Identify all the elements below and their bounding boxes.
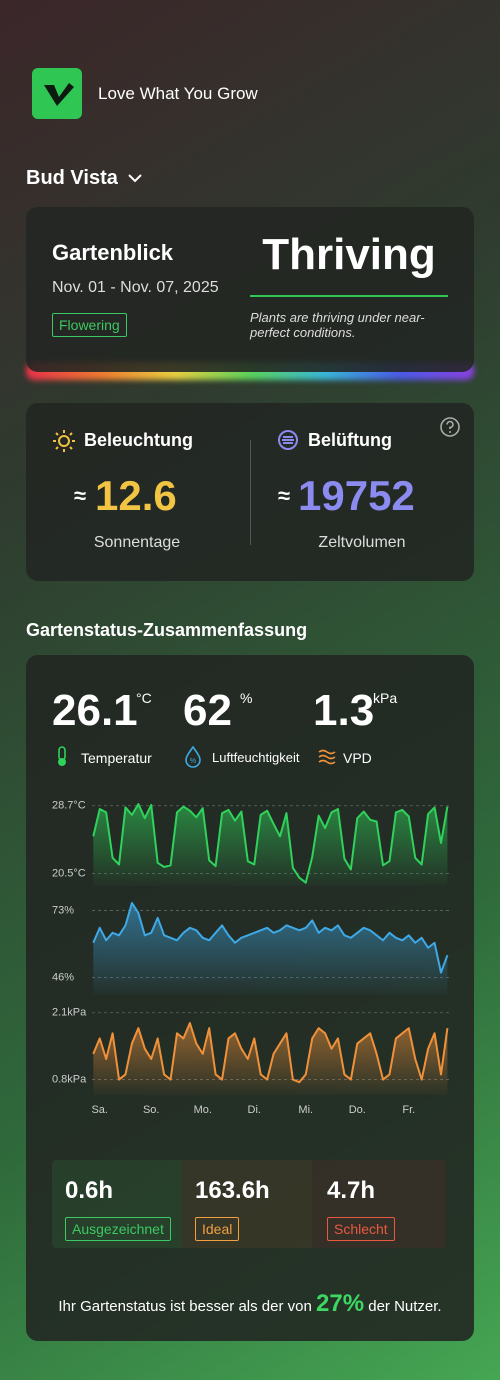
hours-ideal: 163.6h xyxy=(195,1177,270,1204)
vpd-value: 1.3 xyxy=(313,686,375,735)
logo xyxy=(32,68,82,119)
dropdown-icon xyxy=(128,174,143,183)
fan-icon xyxy=(278,430,298,450)
ventilation-approx: ≈ xyxy=(278,483,291,508)
temp-value: 26.1 xyxy=(52,686,138,735)
temp-unit: °C xyxy=(136,690,152,706)
stage-tag: Flowering xyxy=(52,313,127,337)
divider xyxy=(250,440,251,545)
vpd-unit: kPa xyxy=(373,690,398,706)
humidity-value: 62 xyxy=(183,686,232,735)
light-unit: Sonnentage xyxy=(93,534,181,551)
footer-after: der Nutzer. xyxy=(368,1298,442,1315)
tagline: Love What You Grow xyxy=(98,84,258,103)
garden-name-text: Bud Vista xyxy=(26,167,118,189)
svg-text:%: % xyxy=(190,758,196,765)
light-value: 12.6 xyxy=(95,472,177,519)
footer: Ihr Gartenstatus ist besser als der von … xyxy=(26,1290,474,1318)
thermometer-icon xyxy=(58,746,66,766)
help-icon[interactable] xyxy=(439,416,461,438)
tag-poor: Schlecht xyxy=(327,1217,395,1241)
ventilation-value: 19752 xyxy=(298,472,415,519)
temp-label: Temperatur xyxy=(81,750,152,766)
footer-before: Ihr Gartenstatus ist besser als der von xyxy=(58,1298,312,1315)
date-range: Nov. 01 - Nov. 07, 2025 xyxy=(52,279,219,296)
sun-icon xyxy=(53,430,75,452)
tag-ideal: Ideal xyxy=(195,1217,240,1241)
status: Thriving xyxy=(262,230,436,279)
overview-title: Gartenblick xyxy=(52,240,174,265)
footer-percent: 27% xyxy=(316,1290,365,1317)
humidity-label: Luftfeuchtigkeit xyxy=(212,750,300,765)
light-approx: ≈ xyxy=(74,483,87,508)
status-description: Plants are thriving under near-perfect c… xyxy=(250,310,425,340)
hours-excellent: 0.6h xyxy=(65,1177,114,1204)
tag-excellent: Ausgezeichnet xyxy=(65,1217,171,1241)
summary-title: Gartenstatus-Zusammenfassung xyxy=(26,620,308,640)
overview-card xyxy=(26,207,474,372)
ventilation-unit: Zeltvolumen xyxy=(318,534,406,551)
vpd-label: VPD xyxy=(343,750,372,766)
humidity-unit: % xyxy=(240,690,253,706)
hours-panel xyxy=(52,1160,446,1248)
ventilation-title: Belüftung xyxy=(308,430,392,450)
vpd-icon xyxy=(318,749,336,765)
hours-poor: 4.7h xyxy=(327,1177,376,1204)
garden-name[interactable]: Bud Vista xyxy=(26,167,143,190)
light-title: Beleuchtung xyxy=(84,430,194,450)
status-line xyxy=(250,295,448,297)
humidity-icon: % xyxy=(185,746,201,768)
